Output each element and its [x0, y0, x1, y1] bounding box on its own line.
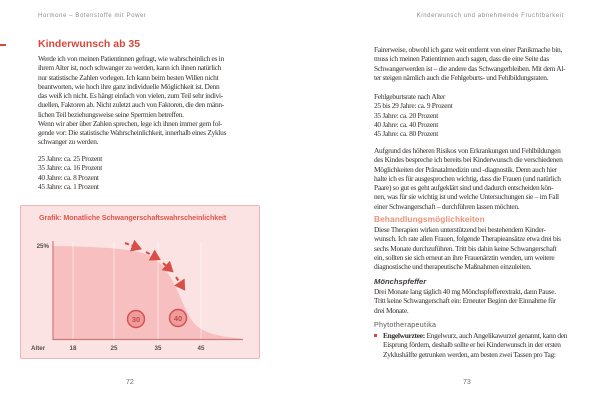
decline-arrow-3 [161, 260, 174, 273]
miscarriage-rate-list: Fehlgeburtsrate nach Alter 25 bis 29 Jahr… [374, 92, 453, 138]
running-head-right: Kinderwunsch und abnehmende Fruchtbarkei… [416, 13, 564, 19]
text-line: 25 Jahre: ca. 25 Prozent [38, 154, 103, 163]
probability-area [53, 246, 241, 340]
text-line: diagnostische und therapeutische Maßnahm… [374, 262, 532, 271]
decline-arrow-2 [145, 249, 161, 261]
text-line: ihrem Alter ist, noch schwanger zu werde… [38, 63, 222, 73]
text-line: Fairerweise, obwohl ich ganz weit entfer… [374, 45, 563, 54]
text-line: 45 Jahre: ca. 1 Prozent [38, 181, 99, 191]
tick-18: 18 [70, 345, 77, 352]
decline-arrow-1 [124, 239, 142, 252]
pregnancy-probability-chart: Grafik: Monatliche Schwangerschaftswahrs… [20, 205, 260, 359]
text-line: einer Schwangerschaft – durchführen lass… [374, 201, 520, 211]
age-marker-40-label: 40 [174, 314, 182, 323]
text-line: 45 Jahre: ca. 80 Prozent [374, 129, 439, 138]
fairness-paragraph: Fairerweise, obwohl ich ganz weit entfer… [374, 45, 566, 82]
bullet-marker [374, 333, 377, 337]
age-marker-30-label: 30 [132, 315, 140, 324]
moenchspfeffer-heading: Mönchspfeffer [374, 277, 427, 286]
chart-canvas: 30 40 25% Alter 18 25 35 45 [31, 239, 243, 352]
text-line: schwanger zu werden. [38, 137, 99, 147]
age-marker-40-circle [168, 308, 188, 328]
text-line: muss ich meinen Patientinnen auch sagen,… [374, 54, 549, 64]
decline-arrow-4 [174, 276, 186, 291]
text-line: Fehlgeburtsrate nach Alter [374, 92, 446, 101]
text-line: Paare) so gut es geht aufgeklärt sind un… [374, 183, 554, 192]
phyto-heading: Phytotherapeutika [374, 321, 437, 329]
treatment-paragraph: Diese Therapien wirken unterstützend bei… [374, 225, 561, 271]
text-line: halte ich es für ausgesprochen wichtig, … [374, 173, 561, 183]
tick-25: 25 [111, 345, 118, 352]
running-head-left: Hormone – Botenstoffe mit Power [38, 13, 147, 19]
text-line: 25 bis 29 Jahre: ca. 9 Prozent [374, 101, 453, 111]
text-line: ter steigen nämlich auch die Fehlgeburts… [374, 72, 549, 82]
tick-35: 35 [155, 345, 162, 352]
text-line: beantworten, wie hoch ihre ganz individu… [38, 81, 220, 91]
text-line: Eisprung fördern, deshalb sollte er bei … [383, 340, 561, 350]
text-line: Wenn wir aber über Zahlen sprechen, lege… [38, 118, 223, 128]
page-title: Kinderwunsch ab 35 [38, 38, 141, 50]
page-number-right: 73 [463, 379, 471, 386]
text-line: lichen Teil beziehungsweise seine Spermi… [38, 109, 184, 119]
text-line: nen, was für sie wichtig ist und welche … [374, 192, 559, 202]
text-line: Drei Monate lang täglich 40 mg Mönchspfe… [374, 287, 556, 296]
moenchspfeffer-paragraph: Drei Monate lang täglich 40 mg Mönchspfe… [374, 287, 556, 315]
bullet-lead-rest: Engelwurz, auch Angelikawurzel genannt, … [424, 331, 568, 340]
text-line: Möglichkeiten der Pränatalmedizin und -d… [374, 164, 557, 174]
page-number-left: 72 [126, 379, 134, 386]
text-line: des Kindes bespreche ich bereits bei Kin… [374, 155, 563, 165]
text-line: Aufgrund des höheren Risikos von Erkrank… [374, 146, 561, 155]
text-line: Tritt keine Schwangerschaft ein: Erneute… [374, 296, 556, 306]
text-line: gende vor: Die statistische Wahrscheinli… [38, 128, 227, 137]
intro-paragraph: Werde ich von meinen Patientinnen gefrag… [38, 54, 226, 147]
risk-paragraph: Aufgrund des höheren Risikos von Erkrank… [374, 146, 563, 211]
text-line: 35 Jahre: ca. 16 Prozent [38, 163, 103, 173]
text-line: 35 Jahre: ca. 20 Prozent [374, 110, 439, 120]
chart-title: Grafik: Monatliche Schwangerschaftswahrs… [39, 213, 227, 222]
text-line: Werde ich von meinen Patientinnen gefrag… [38, 54, 224, 63]
text-line: Zyklushälfte getrunken werden, am besten… [383, 349, 556, 359]
text-line: das weiß ich nicht. Es hängt einfach von… [38, 91, 223, 100]
text-line: Diese Therapien wirken unterstützend bei… [374, 225, 546, 234]
text-line: ein, sollten sie sich erneut an ihre Fra… [374, 252, 555, 262]
text-line: 40 Jahre: ca. 40 Prozent [374, 119, 439, 129]
bullet-item-first-line: Engelwurztee: Engelwurz, auch Angelikawu… [374, 331, 568, 340]
bullet-lead: Engelwurztee: [383, 331, 425, 340]
text-line: Schwangerwerden ist – die andere das Sch… [374, 63, 566, 73]
probability-stats-list: 25 Jahre: ca. 25 Prozent 35 Jahre: ca. 16… [38, 154, 102, 191]
text-line: duellen, Faktoren ab. Nicht zuletzt auch… [38, 100, 224, 110]
text-line: drei Monate. [374, 305, 409, 315]
treatment-heading: Behandlungsmöglichkeiten [374, 214, 485, 224]
tick-45: 45 [198, 345, 205, 352]
text-line: sechs Monate durchzuführen. Tritt bis da… [374, 243, 557, 253]
text-line: wunsch. Ich rate allen Frauen, folgende … [374, 234, 561, 244]
bullet-item-continuation: Eisprung fördern, deshalb sollte er bei … [383, 340, 561, 359]
x-axis-title: Alter [31, 345, 46, 352]
text-line: nur statistische Zahlen vorlegen. Ich ka… [38, 72, 219, 82]
y-axis-label: 25% [37, 243, 50, 250]
chapter-edge-mark [0, 44, 6, 46]
age-marker-30-circle [126, 309, 146, 329]
text-line: 40 Jahre: ca. 8 Prozent [38, 172, 99, 182]
